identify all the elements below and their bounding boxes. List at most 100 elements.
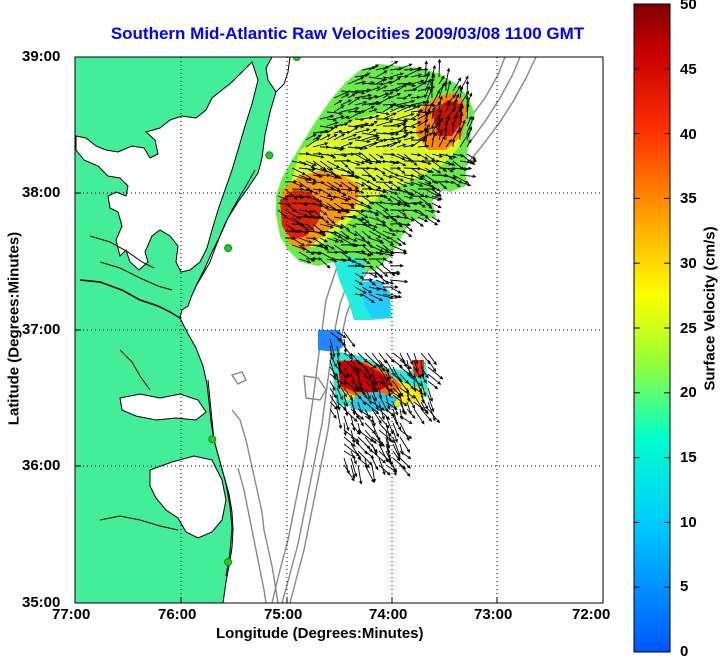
velocity-arrow <box>326 230 343 238</box>
velocity-arrow <box>347 126 359 134</box>
velocity-field-south <box>318 330 444 485</box>
velocity-arrow <box>361 160 374 165</box>
colorbar-tick-marks <box>634 3 670 653</box>
velocity-arrow <box>403 68 421 78</box>
velocity-arrow <box>392 401 399 416</box>
velocity-arrow <box>378 401 385 421</box>
velocity-arrow <box>368 200 384 205</box>
velocity-arrow <box>350 464 356 480</box>
velocity-arrow <box>354 209 369 219</box>
velocity-arrow <box>368 86 381 92</box>
velocity-arrow <box>406 408 416 419</box>
velocity-arrow <box>333 130 343 134</box>
velocity-arrow <box>466 153 477 160</box>
velocity-arrow <box>340 106 360 113</box>
velocity-arrow <box>396 237 407 246</box>
velocity-arrow <box>298 237 313 244</box>
velocity-arrow <box>382 195 392 201</box>
velocity-arrow <box>466 92 473 106</box>
station-marker <box>292 57 301 61</box>
velocity-arrow <box>431 209 441 214</box>
velocity-arrow <box>347 216 365 221</box>
velocity-arrow <box>371 408 382 424</box>
velocity-arrow <box>427 352 437 366</box>
velocity-arrow <box>368 108 378 113</box>
grid-lines <box>75 57 603 603</box>
velocity-arrow <box>389 279 409 284</box>
velocity-arrow <box>354 272 365 280</box>
velocity-arrow <box>371 450 387 464</box>
velocity-arrow <box>329 380 336 392</box>
velocity-arrow <box>343 436 356 447</box>
velocity-arrow <box>357 464 363 485</box>
velocity-arrow <box>382 105 394 113</box>
velocity-arrow <box>465 80 470 99</box>
velocity-arrow <box>291 209 309 217</box>
velocity-arrow <box>350 457 358 478</box>
velocity-arrow <box>396 122 407 127</box>
velocity-arrow <box>399 359 413 370</box>
velocity-arrow <box>382 112 398 120</box>
velocity-arrow <box>427 380 439 390</box>
velocity-arrow <box>438 181 448 190</box>
colorbar-tick-label: 35 <box>680 190 697 207</box>
station-marker <box>208 435 217 444</box>
velocity-arrow <box>347 258 363 266</box>
velocity-arrow <box>403 117 418 122</box>
velocity-arrow <box>375 85 388 92</box>
velocity-arrow <box>340 99 352 106</box>
velocity-arrow <box>343 394 349 408</box>
velocity-arrow <box>445 67 451 85</box>
velocity-arrow <box>298 223 309 231</box>
velocity-arrow <box>396 105 413 113</box>
velocity-arrow <box>371 464 376 483</box>
velocity-arrow <box>427 359 437 373</box>
velocity-arrow <box>424 167 434 173</box>
velocity-arrow <box>361 286 373 294</box>
velocity-arrow <box>340 167 355 177</box>
velocity-arrow <box>361 134 378 141</box>
velocity-arrow <box>392 380 404 397</box>
velocity-arrow <box>361 72 371 78</box>
velocity-arrow <box>445 80 452 99</box>
velocity-arrow <box>368 223 378 229</box>
velocity-arrow <box>350 359 360 373</box>
velocity-arrow <box>417 216 429 222</box>
velocity-arrow <box>406 352 414 366</box>
velocity-arrow <box>385 366 391 381</box>
velocity-arrow <box>452 77 462 92</box>
velocity-arrow <box>410 174 424 180</box>
velocity-arrow <box>382 279 395 285</box>
velocity-arrow <box>396 195 411 208</box>
velocity-arrow <box>333 146 346 150</box>
velocity-arrow <box>417 160 432 165</box>
colorbar-tick-label: 15 <box>680 449 697 466</box>
velocity-arrow <box>319 244 330 251</box>
velocity-arrow <box>333 188 347 196</box>
velocity-arrow <box>340 195 352 201</box>
velocity-arrow <box>389 72 405 78</box>
velocity-arrow <box>424 216 439 226</box>
velocity-arrow <box>396 222 412 227</box>
velocity-arrow <box>347 167 355 175</box>
james-river <box>79 279 181 319</box>
colorbar-tick-label: 50 <box>680 0 697 13</box>
velocity-arrow <box>389 76 402 85</box>
velocity-arrow <box>375 70 388 78</box>
velocity-arrow <box>459 160 474 165</box>
velocity-arrow <box>368 174 377 182</box>
velocity-arrow <box>354 146 369 150</box>
velocity-arrow <box>431 118 440 134</box>
velocity-arrow <box>413 366 422 379</box>
velocity-arrow <box>336 408 343 430</box>
velocity-arrow <box>445 139 452 148</box>
velocity-arrow <box>336 387 343 401</box>
york-river <box>99 261 173 291</box>
velocity-arrow <box>459 166 473 171</box>
velocity-arrow <box>451 121 455 134</box>
y-axis-label: Latitude (Degrees:Minutes) <box>5 231 23 426</box>
velocity-arrow <box>333 115 345 120</box>
velocity-arrow <box>392 464 397 477</box>
velocity-arrow <box>291 167 306 175</box>
velocity-arrow <box>396 174 415 181</box>
